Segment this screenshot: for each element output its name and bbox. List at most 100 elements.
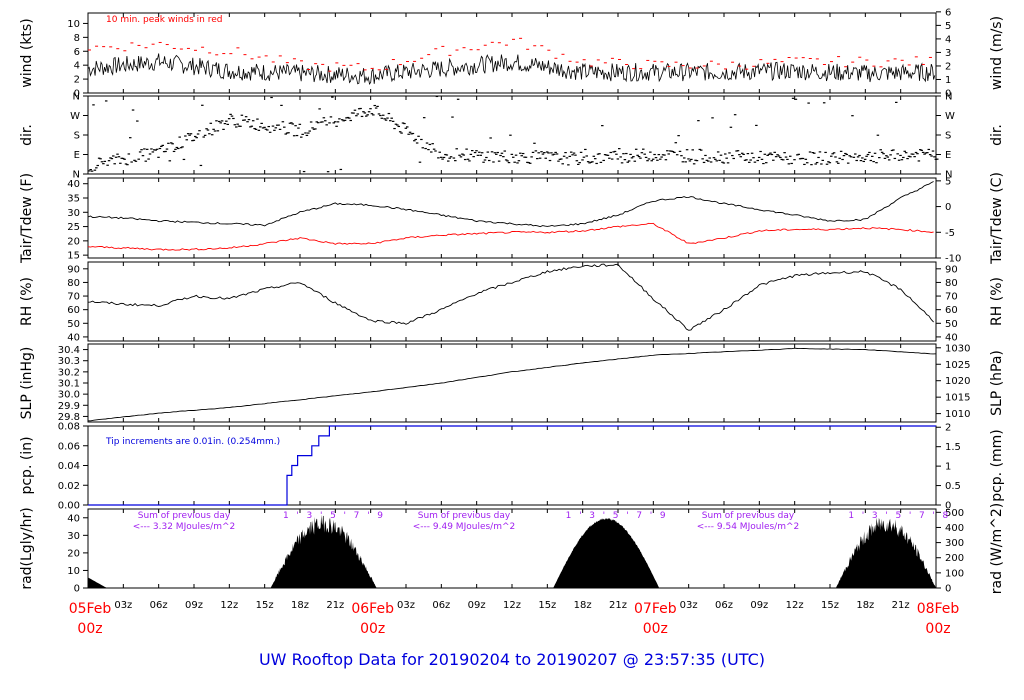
y2-tick-label: W [945, 111, 955, 122]
y-tick-label: E [74, 150, 80, 161]
y-tick-label: 4 [74, 61, 80, 72]
x-tick-label: 09z [750, 600, 768, 611]
day-label: 05Feb [69, 601, 112, 617]
x-tick-label: 06z [715, 600, 733, 611]
y-tick-label: 0.00 [58, 501, 80, 512]
y-tick-label: 30.2 [58, 367, 80, 378]
y-tick-label: 40 [67, 332, 80, 343]
hour-mark-tick: ' [932, 511, 934, 521]
y-tick-label: 10 [67, 566, 80, 577]
y-axis-label: SLP (inHg) [19, 347, 35, 420]
y-tick-label: N [73, 92, 80, 103]
hour-mark: 9 [660, 511, 666, 521]
y2-tick-label: 1030 [945, 343, 970, 354]
x-tick-label: 15z [821, 600, 839, 611]
y-tick-label: 29.8 [58, 412, 80, 423]
y2-tick-label: 0 [945, 584, 951, 595]
y-tick-label: 15 [67, 251, 80, 262]
rh-series [87, 263, 934, 331]
y2-tick-label: 80 [945, 278, 958, 289]
y2-axis-label: SLP (hPa) [989, 350, 1005, 416]
day-label: 08Feb [917, 601, 960, 617]
hour-mark: 5 [895, 511, 901, 521]
y-tick-label: S [74, 131, 80, 142]
y-tick-label: 0 [74, 89, 80, 100]
y2-tick-label: 4 [945, 34, 951, 45]
x-tick-label: 03z [397, 600, 415, 611]
rh-panel [87, 261, 937, 342]
y2-tick-label: E [945, 150, 951, 161]
radiation-area [835, 517, 936, 588]
y2-axis-label: rad (W/m^2) [989, 503, 1005, 594]
x-tick-label: 12z [220, 600, 238, 611]
x-tick-label: 18z [856, 600, 874, 611]
x-tick-label: 15z [538, 600, 556, 611]
y2-tick-label: S [945, 131, 951, 142]
y2-axis-label: RH (%) [989, 277, 1005, 326]
wind-annotation: 10 min. peak winds in red [106, 15, 223, 25]
chart-title: UW Rooftop Data for 20190204 to 20190207… [259, 650, 765, 669]
y-tick-label: 0.06 [58, 441, 80, 452]
y-tick-label: 30.1 [58, 379, 80, 390]
day-label: 07Feb [634, 601, 677, 617]
slp-series [88, 347, 937, 422]
radiation-area [88, 577, 107, 588]
y2-tick-label: 0.5 [945, 481, 961, 492]
x-tick-label: 09z [468, 600, 486, 611]
y2-tick-label: 2 [945, 423, 951, 434]
hour-mark: 3 [589, 511, 595, 521]
y-tick-label: 70 [67, 292, 80, 303]
hour-mark: 3 [307, 511, 313, 521]
y-tick-label: 35 [67, 194, 80, 205]
hour-mark: 1 [566, 511, 572, 521]
temp-series [87, 181, 934, 228]
y-tick-label: 29.9 [58, 401, 80, 412]
y-tick-label: 80 [67, 278, 80, 289]
y-tick-label: 30 [67, 531, 80, 542]
hour-mark: 5 [330, 511, 336, 521]
y-tick-label: 30.4 [58, 345, 80, 356]
hour-mark-tick: ' [626, 511, 628, 521]
x-tick-label: 15z [256, 600, 274, 611]
y-tick-label: N [73, 170, 80, 181]
y2-tick-label: 1010 [945, 409, 970, 420]
hour-mark: 1 [283, 511, 289, 521]
hour-mark-tick: ' [320, 511, 322, 521]
y2-tick-label: 500 [945, 508, 964, 519]
y2-axis-label: pcp. (mm) [989, 429, 1005, 502]
y2-axis-label: wind (m/s) [989, 16, 1005, 90]
hour-mark: 5 [613, 511, 619, 521]
y-tick-label: 30 [67, 208, 80, 219]
temperature-panel [87, 177, 937, 259]
hour-mark: 7 [354, 511, 360, 521]
x-tick-label: 12z [503, 600, 521, 611]
temp-series [87, 222, 934, 251]
y2-tick-label: 3 [945, 48, 951, 59]
precip-series [88, 425, 936, 506]
y-tick-label: 2 [74, 75, 80, 86]
radiation-area [270, 514, 377, 588]
y2-tick-label: 90 [945, 264, 958, 275]
y2-tick-label: 1020 [945, 376, 970, 387]
x-tick-label: 09z [185, 600, 203, 611]
y2-tick-label: 1.5 [945, 442, 961, 453]
x-tick-label: 18z [574, 600, 592, 611]
y2-tick-label: 40 [945, 332, 958, 343]
y2-tick-label: 300 [945, 538, 964, 549]
y-axis-label: wind (kts) [19, 18, 35, 87]
slp-panel [87, 343, 937, 423]
y-tick-label: 0.02 [58, 481, 80, 492]
hour-mark: 3 [872, 511, 878, 521]
x-tick-label: 21z [326, 600, 344, 611]
y2-tick-label: 400 [945, 523, 964, 534]
y-tick-label: 20 [67, 236, 80, 247]
hour-mark: 9 [377, 511, 383, 521]
time-axis: 03z 06z 09z 12z 15z 18z 21z 03z 06z 09z 12z 15z 18z 2… [69, 600, 960, 637]
precip-annotation: Tip increments are 0.01in. (0.254mm.) [105, 437, 280, 447]
y2-tick-label: 200 [945, 553, 964, 564]
day-label-hour: 00z [925, 621, 950, 637]
x-tick-label: 06z [150, 600, 168, 611]
x-tick-label: 12z [786, 600, 804, 611]
